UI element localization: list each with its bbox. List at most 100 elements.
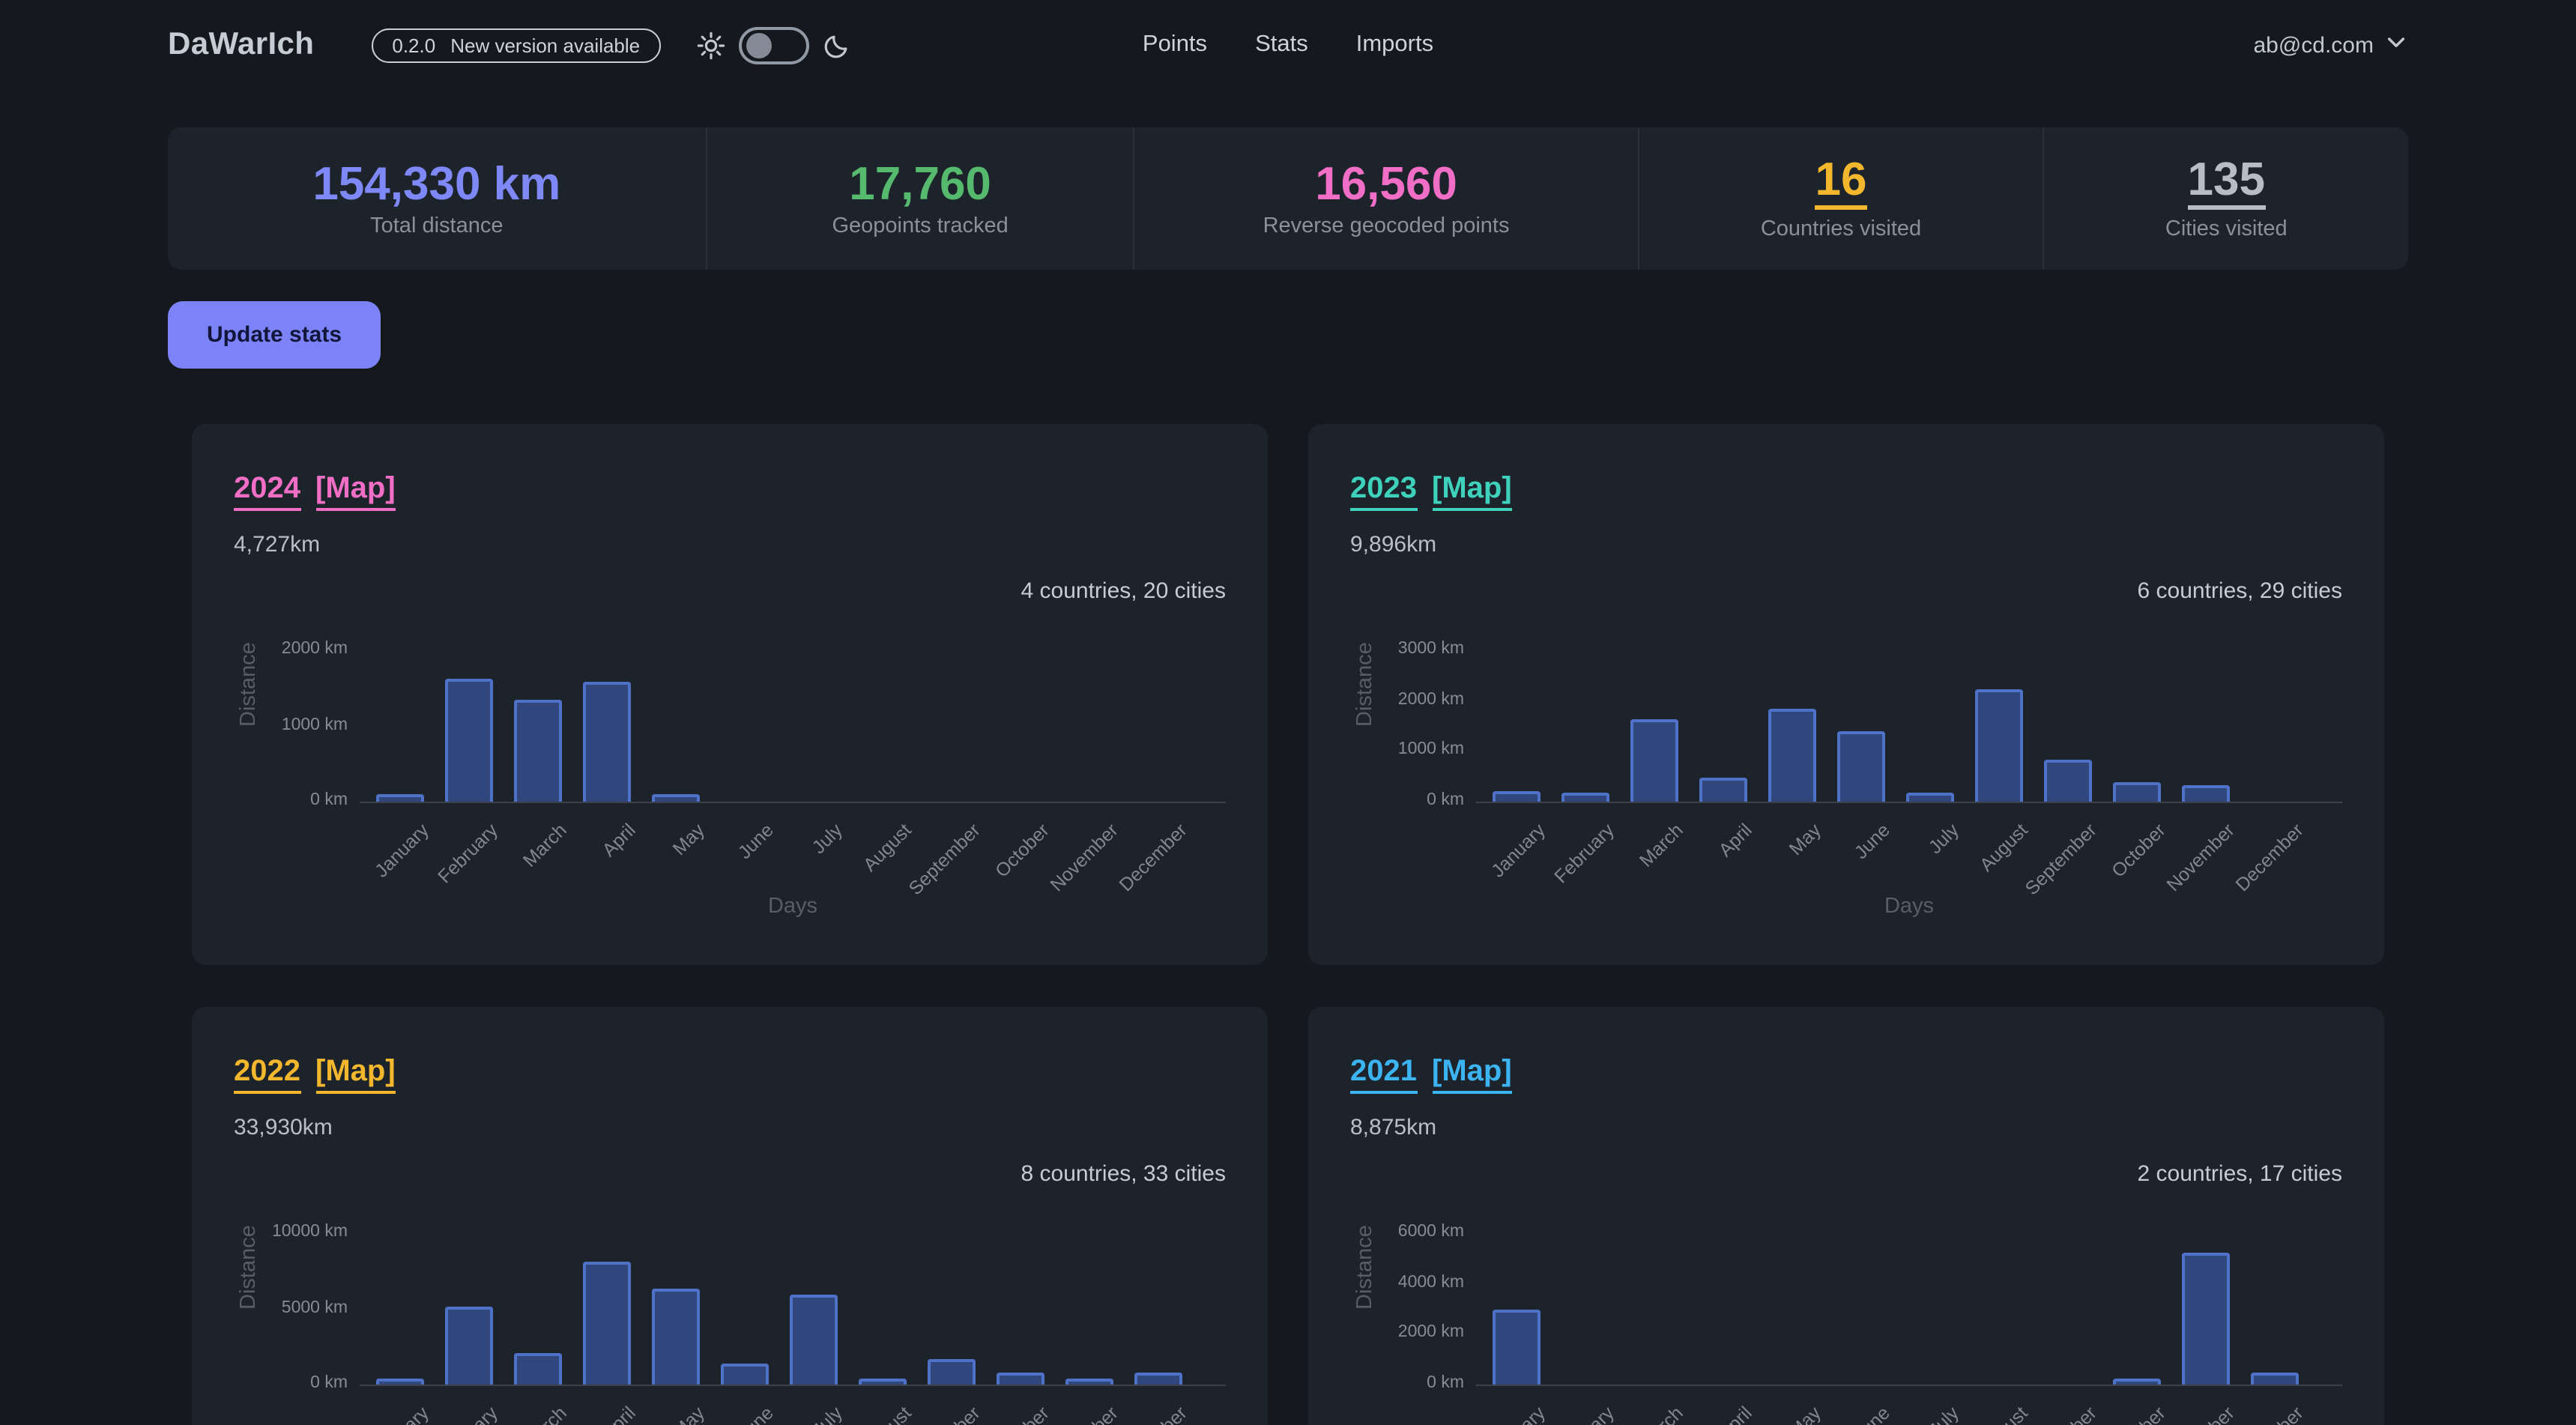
bar-november-2023 bbox=[2182, 784, 2230, 802]
version-badge[interactable]: 0.2.0 New version available bbox=[371, 28, 662, 62]
stat-reverse-geocoded: 16,560 Reverse geocoded points bbox=[1133, 127, 1638, 270]
year-link-2023[interactable]: 2023 bbox=[1350, 472, 1417, 511]
year-countries-cities-summary: 4 countries, 20 cities bbox=[1021, 578, 1227, 604]
stat-countries-visited-link[interactable]: 16 bbox=[1815, 156, 1867, 210]
x-axis-label-january: January bbox=[371, 820, 433, 882]
bar-july-2023 bbox=[1906, 792, 1954, 802]
y-axis-tick: 3000 km bbox=[1397, 640, 1464, 658]
year-link-2022[interactable]: 2022 bbox=[234, 1055, 300, 1094]
y-axis-tick: 1000 km bbox=[281, 715, 348, 733]
x-axis-label-january: January bbox=[1397, 1403, 1549, 1425]
bar-july-2022 bbox=[790, 1295, 838, 1385]
stat-cities-visited: 135 Cities visited bbox=[2043, 127, 2408, 270]
map-link-2022[interactable]: [Map] bbox=[315, 1055, 396, 1094]
chevron-down-icon bbox=[2384, 30, 2408, 60]
bar-december-2022 bbox=[1134, 1373, 1182, 1385]
sun-icon bbox=[697, 31, 725, 59]
bar-april-2023 bbox=[1699, 778, 1747, 802]
y-axis-tick: 10000 km bbox=[271, 1223, 348, 1241]
bar-september-2022 bbox=[928, 1359, 976, 1385]
year-distance: 9,896km bbox=[1350, 532, 1437, 557]
x-axis-label-january: January bbox=[280, 1403, 433, 1425]
x-axis-line bbox=[360, 802, 1226, 803]
moon-icon bbox=[823, 31, 851, 59]
stat-cities-visited-link[interactable]: 135 bbox=[2187, 156, 2265, 210]
map-link-2021[interactable]: [Map] bbox=[1432, 1055, 1512, 1094]
y-axis-tick: 2000 km bbox=[1397, 1323, 1464, 1342]
bar-october-2021 bbox=[2113, 1379, 2161, 1385]
bar-august-2023 bbox=[1975, 689, 2023, 802]
app-header: DaWarIch 0.2.0 New version available bbox=[168, 0, 2408, 90]
stat-reverse-geocoded-value: 16,560 bbox=[1315, 157, 1457, 209]
nav-link-imports[interactable]: Imports bbox=[1355, 31, 1434, 57]
bar-september-2023 bbox=[2044, 759, 2092, 802]
y-axis-tick: 4000 km bbox=[1397, 1273, 1464, 1292]
y-axis-tick: 1000 km bbox=[1397, 740, 1464, 759]
bar-november-2022 bbox=[1065, 1379, 1113, 1385]
stat-cities-visited-label: Cities visited bbox=[2165, 217, 2288, 241]
year-cards-grid: 2024 [Map] 4,727km 4 countries, 20 cities Di… bbox=[168, 424, 2408, 1425]
bar-february-2024 bbox=[445, 678, 493, 802]
y-axis-tick: 0 km bbox=[310, 791, 348, 809]
bar-november-2021 bbox=[2182, 1253, 2230, 1385]
main-nav: Points Stats Imports bbox=[1143, 0, 1433, 90]
version-message: New version available bbox=[450, 34, 641, 56]
theme-toggle-knob bbox=[746, 32, 773, 58]
year-card-title-row: 2023 [Map] bbox=[1350, 472, 1512, 511]
stat-countries-visited-label: Countries visited bbox=[1760, 217, 1922, 241]
app-logo[interactable]: DaWarIch bbox=[168, 27, 315, 61]
bar-january-2022 bbox=[376, 1379, 424, 1385]
year-countries-cities-summary: 8 countries, 33 cities bbox=[1021, 1161, 1227, 1187]
theme-toggle[interactable] bbox=[739, 26, 810, 64]
bar-january-2023 bbox=[1493, 790, 1541, 802]
y-axis-tick: 6000 km bbox=[1397, 1223, 1464, 1241]
year-card-title-row: 2022 [Map] bbox=[234, 1055, 396, 1094]
bar-april-2022 bbox=[583, 1262, 631, 1385]
year-countries-cities-summary: 2 countries, 17 cities bbox=[2137, 1161, 2343, 1187]
year-link-2024[interactable]: 2024 bbox=[234, 472, 300, 511]
bar-march-2023 bbox=[1630, 718, 1678, 802]
year-card-2024: 2024 [Map] 4,727km 4 countries, 20 cities Di… bbox=[192, 424, 1268, 965]
year-card-2023: 2023 [Map] 9,896km 6 countries, 29 cities Di… bbox=[1308, 424, 2384, 965]
stat-total-distance-value: 154,330 km bbox=[312, 157, 561, 209]
x-axis-title: Days bbox=[767, 895, 818, 919]
year-card-title-row: 2021 [Map] bbox=[1350, 1055, 1512, 1094]
nav-link-points[interactable]: Points bbox=[1142, 31, 1208, 57]
x-axis-line bbox=[1476, 802, 2342, 803]
x-axis-title: Days bbox=[1884, 895, 1935, 919]
bar-october-2022 bbox=[997, 1372, 1044, 1385]
year-card-2021: 2021 [Map] 8,875km 2 countries, 17 cities Di… bbox=[1308, 1007, 2384, 1425]
year-link-2021[interactable]: 2021 bbox=[1350, 1055, 1417, 1094]
bar-december-2021 bbox=[2251, 1373, 2299, 1385]
bar-june-2022 bbox=[721, 1363, 769, 1385]
bar-october-2023 bbox=[2113, 782, 2161, 802]
year-card-title-row: 2024 [Map] bbox=[234, 472, 396, 511]
nav-link-stats[interactable]: Stats bbox=[1255, 31, 1308, 57]
map-link-2024[interactable]: [Map] bbox=[315, 472, 396, 511]
bar-may-2023 bbox=[1768, 708, 1816, 802]
bar-february-2022 bbox=[445, 1306, 493, 1385]
stat-reverse-geocoded-label: Reverse geocoded points bbox=[1263, 214, 1510, 238]
update-stats-button[interactable]: Update stats bbox=[168, 301, 381, 369]
year-card-2022: 2022 [Map] 33,930km 8 countries, 33 cities D… bbox=[192, 1007, 1268, 1425]
x-axis-label-january: January bbox=[1487, 820, 1549, 882]
bar-june-2023 bbox=[1837, 730, 1885, 802]
y-axis-tick: 0 km bbox=[1427, 791, 1464, 809]
year-countries-cities-summary: 6 countries, 29 cities bbox=[2137, 578, 2343, 604]
bar-april-2024 bbox=[583, 682, 631, 802]
bar-january-2021 bbox=[1493, 1309, 1541, 1385]
bar-august-2022 bbox=[859, 1379, 907, 1385]
year-distance: 4,727km bbox=[234, 532, 321, 557]
user-email: ab@cd.com bbox=[2253, 32, 2374, 58]
map-link-2023[interactable]: [Map] bbox=[1432, 472, 1512, 511]
version-number: 0.2.0 bbox=[392, 34, 436, 56]
theme-switcher bbox=[697, 26, 851, 64]
stat-countries-visited: 16 Countries visited bbox=[1637, 127, 2043, 270]
user-menu[interactable]: ab@cd.com bbox=[2253, 30, 2408, 60]
bar-january-2024 bbox=[376, 794, 424, 802]
bar-february-2023 bbox=[1561, 793, 1609, 802]
stat-geopoints-label: Geopoints tracked bbox=[832, 214, 1009, 238]
y-axis-tick: 0 km bbox=[310, 1374, 348, 1392]
bar-march-2024 bbox=[514, 699, 562, 802]
year-distance: 33,930km bbox=[234, 1115, 333, 1140]
